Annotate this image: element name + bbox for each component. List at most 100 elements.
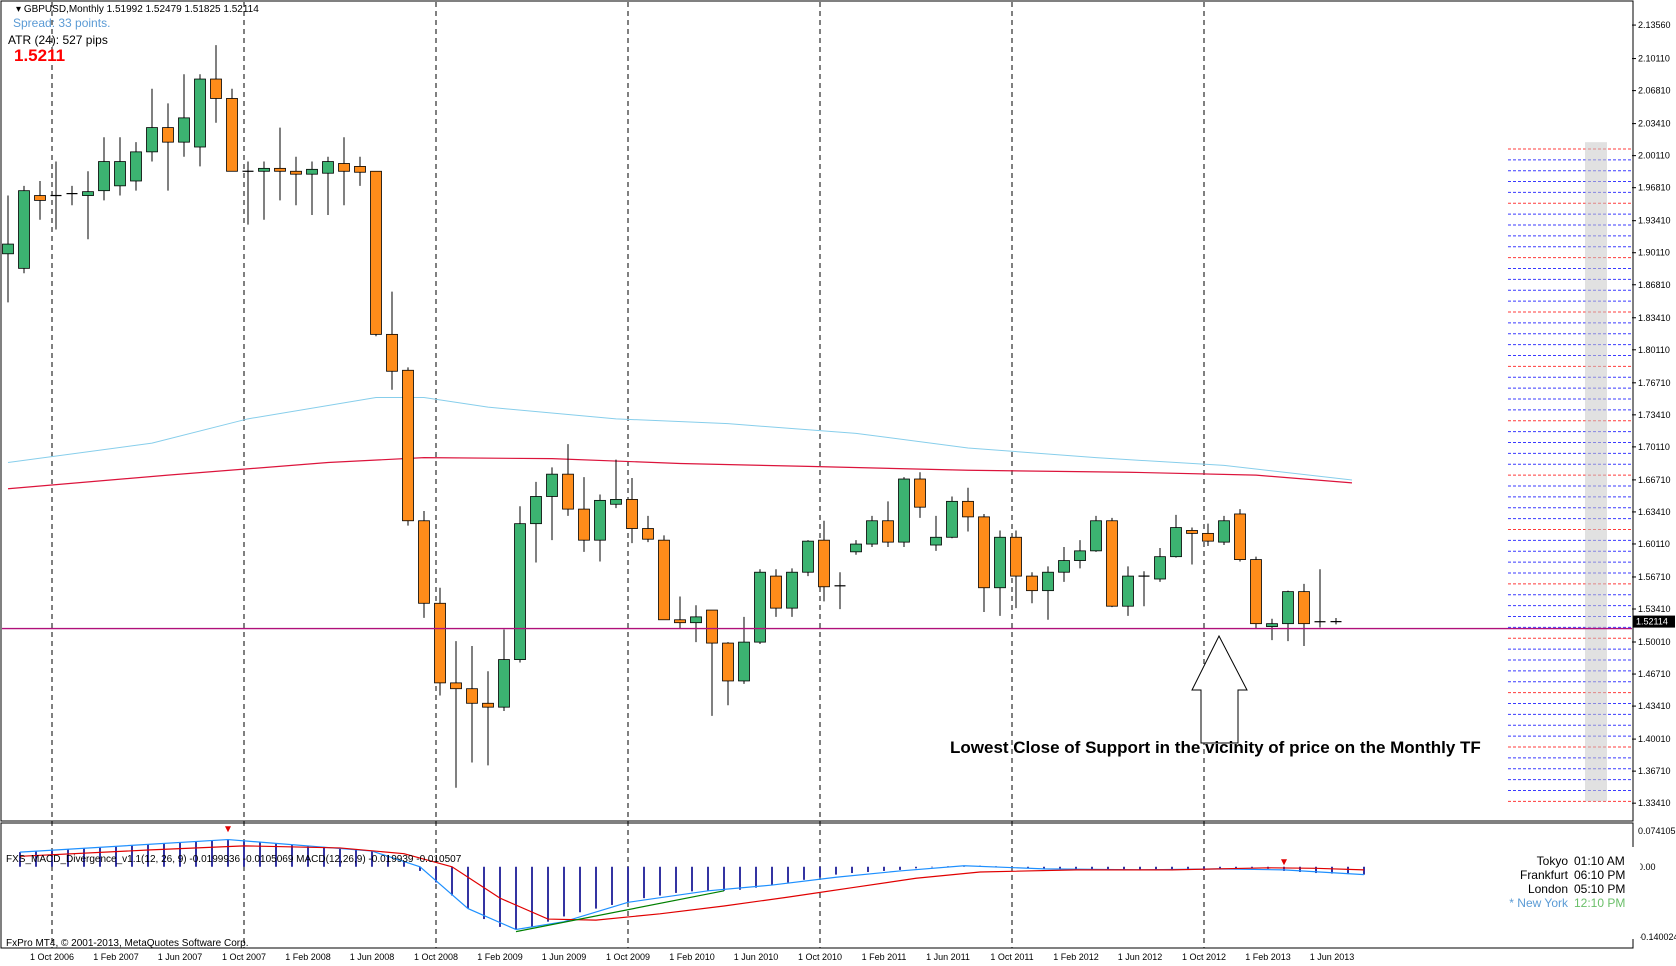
price-axis-label: 2.13560 (1638, 20, 1671, 30)
candle (274, 127, 286, 201)
candle (674, 596, 686, 629)
candle (754, 569, 766, 645)
candle (306, 161, 318, 215)
candle (50, 161, 62, 230)
world-clock-panel: Tokyo 01:10 AM Frankfurt 06:10 PM London 05:1… (1490, 847, 1640, 939)
candle (114, 137, 126, 196)
price-axis-label: 1.73410 (1638, 410, 1671, 420)
candle-body-bull (114, 161, 126, 187)
candle-body-bull (594, 499, 606, 541)
candle (1090, 515, 1102, 552)
candle (690, 605, 702, 643)
time-axis-label: 1 Jun 2013 (1310, 952, 1355, 962)
price-axis-label: 2.06810 (1638, 86, 1671, 96)
price-axis-label: 1.60110 (1638, 539, 1670, 549)
candle-body-bear (354, 166, 366, 173)
clock-time: 01:10 AM (1574, 854, 1625, 868)
clock-city: Frankfurt (1519, 868, 1568, 882)
candle-body-bull (98, 161, 110, 192)
price-axis-label: 1.33410 (1638, 798, 1671, 808)
candle-body-bear (1202, 532, 1214, 542)
candle (1058, 546, 1070, 582)
candle (610, 459, 622, 509)
candle (34, 180, 46, 220)
collapse-triangle-icon[interactable]: ▾ (16, 4, 22, 15)
divergence-down-arrow-icon (225, 826, 231, 833)
candle-body-bull (258, 167, 270, 172)
candle-body-bull (498, 659, 510, 708)
candle-body-bear (162, 127, 174, 143)
macd-signal-line (19, 845, 1365, 921)
candle-body-bear (674, 619, 686, 624)
candle-body-bull (738, 641, 750, 682)
depth-levels (1508, 142, 1632, 802)
annotation-arrow (1191, 634, 1248, 744)
price-axis-label: 1.36710 (1638, 766, 1671, 776)
candles (2, 45, 1342, 788)
atr-info: ATR (24): 527 pips (8, 33, 108, 47)
time-axis-label: 1 Feb 2011 (862, 952, 907, 962)
candle-body-bull (1170, 527, 1182, 558)
price-axis-label: 1.76710 (1638, 378, 1671, 388)
candle-body-bear (626, 499, 638, 529)
candle (802, 540, 814, 577)
candle-body-bull (610, 499, 622, 505)
clock-city: London (1527, 882, 1568, 896)
candle-body-bull (1154, 556, 1166, 580)
candle-body-bull (306, 168, 318, 175)
candle-body-bull (1090, 520, 1102, 552)
time-axis-label: 1 Jun 2007 (158, 952, 203, 962)
candle-body-bear (978, 516, 990, 589)
candle-body-bear (418, 520, 430, 604)
price-axis-label: 1.83410 (1638, 313, 1671, 323)
candle-body-bull (322, 161, 334, 174)
candle (98, 137, 110, 201)
time-axis-label: 1 Feb 2007 (93, 952, 139, 962)
grid-layer (51, 2, 1205, 948)
candle-body-bear (770, 575, 782, 609)
candle (498, 629, 510, 712)
price-axis-label: 1.63410 (1638, 507, 1671, 517)
clock-city: * New York (1509, 896, 1568, 910)
price-axis-label: 1.43410 (1638, 701, 1671, 711)
candle-body-bear (450, 682, 462, 690)
candle (322, 156, 334, 215)
price-axis-label: 2.10110 (1638, 54, 1670, 64)
candle-body-bull (946, 500, 958, 538)
candle-body-bull (754, 571, 766, 643)
candle (914, 472, 926, 518)
candle-body-bear (402, 369, 414, 522)
candle (946, 496, 958, 539)
candle (530, 481, 542, 563)
candle-body-bear (642, 528, 654, 540)
macd-divergence-line (515, 890, 725, 933)
candle (770, 569, 782, 617)
candle (1314, 569, 1326, 628)
time-axis-label: 1 Oct 2006 (30, 952, 74, 962)
candle (818, 520, 830, 602)
spread-info: Spread: 33 points. (13, 16, 111, 30)
candle-body-bear (370, 170, 382, 335)
depth-shade (1585, 142, 1607, 802)
candle-body-bull (866, 520, 878, 545)
candle (1218, 515, 1230, 546)
time-axis-label: 1 Oct 2010 (798, 952, 842, 962)
candle (1122, 566, 1134, 616)
time-axis-label: 1 Feb 2008 (285, 952, 331, 962)
moving-averages (7, 396, 1353, 490)
macd-axis-label: 0.074105 (1638, 826, 1676, 836)
candle (258, 161, 270, 220)
candle-body-bear (274, 167, 286, 172)
price-axis-label: 1.90110 (1638, 248, 1670, 258)
chart-annotation: Lowest Close of Support in the vicinity … (950, 738, 1481, 757)
candle-body-bull (2, 243, 14, 255)
candle (466, 645, 478, 763)
ma-slow-line (7, 457, 1353, 490)
candle-body-bear (386, 333, 398, 372)
candle-body-bull (690, 616, 702, 624)
candle-body-bull (850, 543, 862, 553)
candle-body-bull (1282, 591, 1294, 625)
candle (226, 88, 238, 172)
time-axis-label: 1 Oct 2012 (1182, 952, 1226, 962)
